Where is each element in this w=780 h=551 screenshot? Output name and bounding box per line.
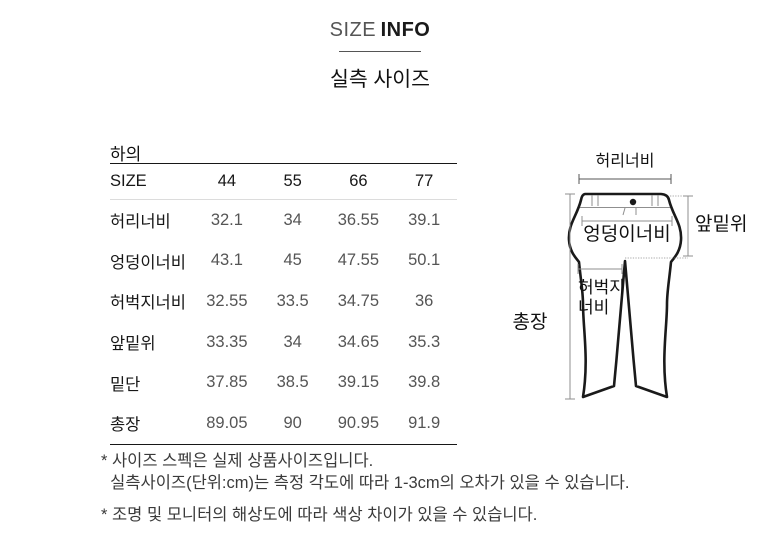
svg-text:총장: 총장: [513, 311, 548, 333]
svg-text:허리너비: 허리너비: [596, 152, 655, 170]
svg-text:너비: 너비: [578, 298, 609, 317]
svg-text:앞밑위: 앞밑위: [695, 213, 747, 235]
svg-text:엉덩이너비: 엉덩이너비: [583, 223, 670, 245]
svg-text:허벅지: 허벅지: [578, 278, 625, 297]
